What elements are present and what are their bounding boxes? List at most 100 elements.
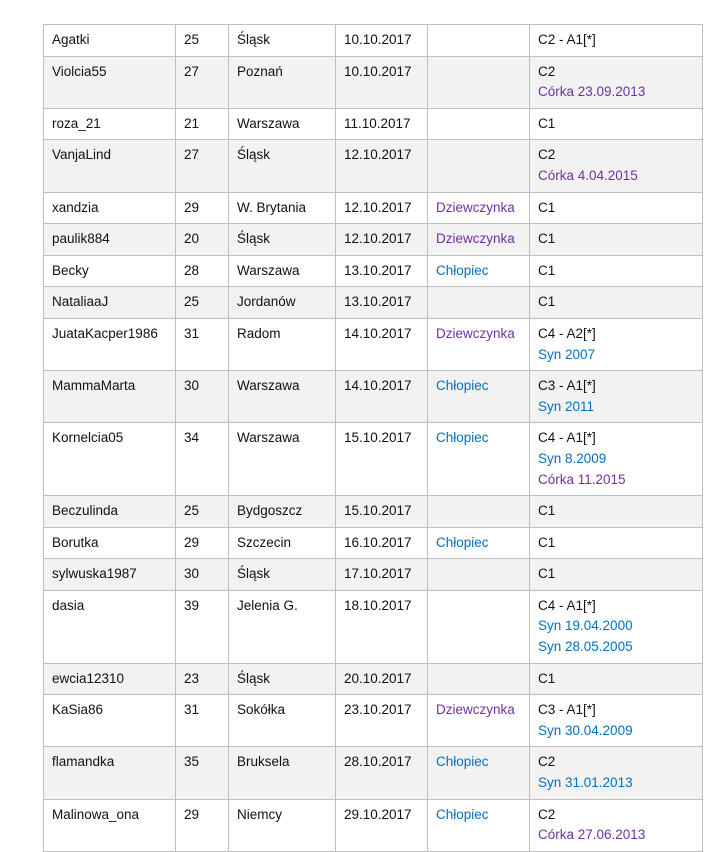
- place-cell: Warszawa: [228, 107, 336, 141]
- table-row: Borutka 29 Szczecin 16.10.2017 Chłopiec C1: [43, 526, 703, 560]
- cycle-cell: C1: [529, 254, 703, 288]
- age-cell: 29: [175, 191, 229, 225]
- cycle-cell: C1: [529, 286, 703, 319]
- nick-cell: dasia: [43, 589, 176, 664]
- place-cell: Radom: [228, 317, 336, 372]
- table-row: dasia 39 Jelenia G. 18.10.2017 C4 - A1[*] Syn…: [43, 589, 703, 664]
- cycle-cell: C1: [529, 495, 703, 528]
- age-cell: 25: [175, 286, 229, 319]
- nick-cell: flamandka: [43, 746, 176, 800]
- age-cell: 21: [175, 107, 229, 141]
- cycle-text: C1: [538, 566, 556, 582]
- gender-cell: Chłopiec: [427, 254, 530, 288]
- age-cell: 30: [175, 558, 229, 591]
- date-cell: 20.10.2017: [335, 662, 428, 696]
- age-cell: 27: [175, 139, 229, 193]
- gender-cell: Dziewczynka: [427, 317, 530, 372]
- date-cell: 14.10.2017: [335, 317, 428, 372]
- date-cell: 12.10.2017: [335, 223, 428, 256]
- cycle-cell: C4 - A1[*] Syn 8.2009 Córka 11.2015: [529, 422, 703, 497]
- gender-cell: [427, 662, 530, 696]
- nick-cell: roza_21: [43, 107, 176, 141]
- place-cell: W. Brytania: [228, 191, 336, 225]
- table-row: ewcia12310 23 Śląsk 20.10.2017 C1: [43, 662, 703, 696]
- cycle-text: C4 - A1[*]: [538, 430, 596, 446]
- cycle-cell: C1: [529, 191, 703, 225]
- place-cell: Warszawa: [228, 370, 336, 424]
- age-cell: 25: [175, 24, 229, 57]
- date-cell: 28.10.2017: [335, 746, 428, 800]
- date-cell: 13.10.2017: [335, 254, 428, 288]
- cycle-text: C3 - A1[*]: [538, 378, 596, 394]
- cycle-cell: C4 - A1[*] Syn 19.04.2000 Syn 28.05.2005: [529, 589, 703, 664]
- place-cell: Śląsk: [228, 558, 336, 591]
- nick-cell: KaSia86: [43, 694, 176, 748]
- members-table: Agatki 25 Śląsk 10.10.2017 C2 - A1[*] Violcia…: [43, 24, 703, 852]
- date-cell: 16.10.2017: [335, 526, 428, 560]
- place-cell: Śląsk: [228, 223, 336, 256]
- gender-cell: Chłopiec: [427, 422, 530, 497]
- date-cell: 13.10.2017: [335, 286, 428, 319]
- cycle-text: C1: [538, 231, 556, 247]
- child-entry: Córka 11.2015: [538, 471, 626, 487]
- place-cell: Śląsk: [228, 139, 336, 193]
- age-cell: 35: [175, 746, 229, 800]
- age-cell: 20: [175, 223, 229, 256]
- gender-cell: [427, 495, 530, 528]
- child-entry: Córka 23.09.2013: [538, 84, 646, 100]
- place-cell: Warszawa: [228, 422, 336, 497]
- table-row: Beczulinda 25 Bydgoszcz 15.10.2017 C1: [43, 495, 703, 528]
- gender-cell: Chłopiec: [427, 370, 530, 424]
- cycle-cell: C2 Córka 23.09.2013: [529, 55, 703, 109]
- nick-cell: paulik884: [43, 223, 176, 256]
- gender-cell: Chłopiec: [427, 746, 530, 800]
- nick-cell: JuataKacper1986: [43, 317, 176, 372]
- cycle-cell: C4 - A2[*] Syn 2007: [529, 317, 703, 372]
- table-row: flamandka 35 Bruksela 28.10.2017 Chłopiec C2 S…: [43, 746, 703, 800]
- cycle-text: C2: [538, 754, 556, 770]
- cycle-text: C1: [538, 115, 556, 131]
- age-cell: 31: [175, 694, 229, 748]
- child-entry: Syn 31.01.2013: [538, 775, 633, 791]
- age-cell: 23: [175, 662, 229, 696]
- age-cell: 25: [175, 495, 229, 528]
- nick-cell: xandzia: [43, 191, 176, 225]
- table-row: MammaMarta 30 Warszawa 14.10.2017 Chłopiec C3…: [43, 370, 703, 424]
- cycle-text: C2: [538, 806, 556, 822]
- nick-cell: Beczulinda: [43, 495, 176, 528]
- place-cell: Szczecin: [228, 526, 336, 560]
- gender-cell: [427, 55, 530, 109]
- cycle-cell: C1: [529, 662, 703, 696]
- cycle-text: C4 - A1[*]: [538, 597, 596, 613]
- nick-cell: MammaMarta: [43, 370, 176, 424]
- gender-cell: Dziewczynka: [427, 191, 530, 225]
- cycle-text: C1: [538, 534, 556, 550]
- nick-cell: Becky: [43, 254, 176, 288]
- age-cell: 29: [175, 798, 229, 852]
- date-cell: 11.10.2017: [335, 107, 428, 141]
- cycle-cell: C1: [529, 558, 703, 591]
- child-entry: Syn 30.04.2009: [538, 722, 633, 738]
- date-cell: 18.10.2017: [335, 589, 428, 664]
- nick-cell: VanjaLind: [43, 139, 176, 193]
- date-cell: 10.10.2017: [335, 24, 428, 57]
- table-row: Violcia55 27 Poznań 10.10.2017 C2 Córka 23.09…: [43, 55, 703, 109]
- age-cell: 34: [175, 422, 229, 497]
- table-row: VanjaLind 27 Śląsk 12.10.2017 C2 Córka 4.04.2…: [43, 139, 703, 193]
- gender-cell: Chłopiec: [427, 526, 530, 560]
- place-cell: Sokółka: [228, 694, 336, 748]
- date-cell: 23.10.2017: [335, 694, 428, 748]
- table-row: Kornelcia05 34 Warszawa 15.10.2017 Chłopiec C…: [43, 422, 703, 497]
- nick-cell: NataliaaJ: [43, 286, 176, 319]
- child-entry: Syn 2011: [538, 398, 595, 414]
- table-row: Agatki 25 Śląsk 10.10.2017 C2 - A1[*]: [43, 24, 703, 57]
- cycle-cell: C2 Córka 27.06.2013: [529, 798, 703, 852]
- date-cell: 12.10.2017: [335, 139, 428, 193]
- age-cell: 39: [175, 589, 229, 664]
- table-row: roza_21 21 Warszawa 11.10.2017 C1: [43, 107, 703, 141]
- table-row: Becky 28 Warszawa 13.10.2017 Chłopiec C1: [43, 254, 703, 288]
- child-entry: Syn 19.04.2000: [538, 618, 633, 634]
- cycle-text: C4 - A2[*]: [538, 325, 596, 341]
- nick-cell: Agatki: [43, 24, 176, 57]
- cycle-text: C1: [538, 503, 556, 519]
